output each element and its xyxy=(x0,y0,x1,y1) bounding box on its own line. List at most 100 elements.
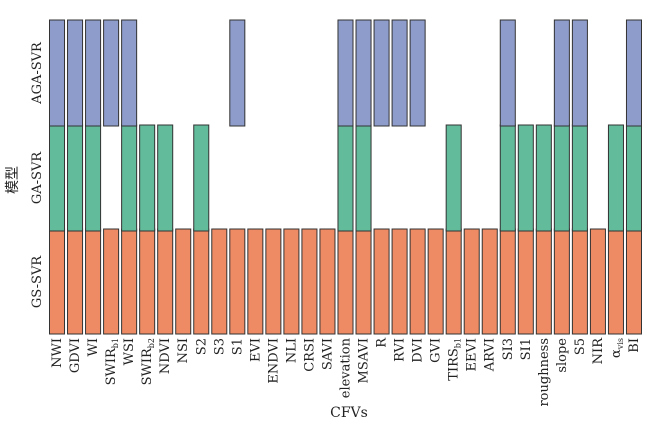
x-tick-label: S3 xyxy=(212,338,227,355)
bar-aga-svr-wsi xyxy=(121,19,138,127)
x-tick-label: SI3 xyxy=(501,338,516,360)
bar-aga-svr-r xyxy=(373,19,390,127)
x-tick-label: SWIRb2 xyxy=(140,338,156,385)
bar-gs-svr-ndvi xyxy=(157,228,174,335)
bar-aga-svr-s1 xyxy=(229,19,246,127)
x-tick-label: WI xyxy=(86,338,101,357)
bar-gs-svr-elevation xyxy=(337,228,354,335)
bar-gs-svr-tirsb1 xyxy=(445,228,462,335)
x-tick-label: EEVI xyxy=(465,338,480,372)
bar-ga-svr-si1 xyxy=(517,124,534,232)
bar-gs-svr-r xyxy=(373,228,390,335)
bar-gs-svr-evi xyxy=(247,228,264,335)
bar-ga-svr-swirb2 xyxy=(139,124,156,232)
bar-gs-svr-si1 xyxy=(517,228,534,335)
bar-gs-svr-arvi xyxy=(481,228,498,335)
y-model-label: AGA-SVR xyxy=(30,41,45,105)
bar-ga-svr-elevation xyxy=(337,124,354,232)
bar-gs-svr-s2 xyxy=(193,228,210,335)
bar-gs-svr-wsi xyxy=(121,228,138,335)
x-tick-label: elevation xyxy=(339,337,354,398)
x-axis-label: CFVs xyxy=(330,405,368,421)
x-tick-label: ENDVI xyxy=(266,338,281,384)
bar-gs-svr-roughness xyxy=(535,228,552,335)
y-axis-label: 模型 xyxy=(5,166,21,194)
bar-ga-svr-msavi xyxy=(355,124,372,232)
bar-ga-svr-bi xyxy=(625,124,642,232)
bar-gs-svr-rvi xyxy=(391,228,408,335)
bar-ga-svr-slope xyxy=(553,124,570,232)
x-tick-label: NWI xyxy=(50,338,65,368)
bar-aga-svr-nwi xyxy=(49,19,66,127)
bar-ga-svr-roughness xyxy=(535,124,552,232)
bar-aga-svr-rvi xyxy=(391,19,408,127)
x-tick-label: EVI xyxy=(248,338,263,362)
bars-group xyxy=(49,19,642,335)
bar-ga-svr-ndvi xyxy=(157,124,174,232)
bar-ga-svr-wsi xyxy=(121,124,138,232)
bar-aga-svr-gdvi xyxy=(67,19,84,127)
bar-gs-svr-endvi xyxy=(265,228,282,335)
x-tick-label: GDVI xyxy=(68,338,83,373)
x-tick-label: αvis xyxy=(609,338,625,358)
bar-gs-svr-nli xyxy=(283,228,300,335)
bar-gs-svr-bi xyxy=(625,228,642,335)
x-tick-label: slope xyxy=(555,338,570,373)
bar-aga-svr-dvi xyxy=(409,19,426,127)
x-tick-label: WSI xyxy=(122,338,137,365)
bar-ga-svr-si3 xyxy=(499,124,516,232)
bar-gs-svr-nir xyxy=(589,228,606,335)
bar-gs-svr-nwi xyxy=(49,228,66,335)
x-tick-label: R xyxy=(375,337,390,348)
x-tick-label: NDVI xyxy=(158,338,173,374)
x-tick-label: roughness xyxy=(537,338,552,407)
x-tick-label: DVI xyxy=(411,338,426,363)
y-model-label: GA-SVR xyxy=(30,151,45,204)
bar-ga-svr-s5 xyxy=(571,124,588,232)
x-tick-label: TIRSb1 xyxy=(447,338,463,381)
bar-ga-svr-gdvi xyxy=(67,124,84,232)
bar-ga-svr-vis xyxy=(607,124,624,232)
bar-gs-svr-crsi xyxy=(301,228,318,335)
bar-gs-svr-msavi xyxy=(355,228,372,335)
x-tick-label: NLI xyxy=(284,338,299,363)
bar-aga-svr-msavi xyxy=(355,19,372,127)
bar-gs-svr-gdvi xyxy=(67,228,84,335)
bar-gs-svr-savi xyxy=(319,228,336,335)
bar-gs-svr-swirb2 xyxy=(139,228,156,335)
y-model-labels: GS-SVR GA-SVR AGA-SVR xyxy=(30,41,45,308)
x-tick-label: S1 xyxy=(230,338,245,355)
bar-aga-svr-slope xyxy=(553,19,570,127)
bar-gs-svr-swirb1 xyxy=(103,228,120,335)
x-tick-label: GVI xyxy=(429,338,444,363)
x-tick-label: NSI xyxy=(176,338,191,363)
x-tick-label: SAVI xyxy=(320,338,335,370)
x-tick-label: SWIRb1 xyxy=(104,338,120,385)
bar-aga-svr-s5 xyxy=(571,19,588,127)
bar-aga-svr-wi xyxy=(85,19,102,127)
x-tick-label: NIR xyxy=(591,337,606,365)
bar-ga-svr-s2 xyxy=(193,124,210,232)
x-tick-label: SI1 xyxy=(519,338,534,360)
bar-gs-svr-slope xyxy=(553,228,570,335)
x-tick-label: BI xyxy=(627,338,642,353)
bar-gs-svr-vis xyxy=(607,228,624,335)
x-tick-label: MSAVI xyxy=(357,338,372,383)
bar-gs-svr-si3 xyxy=(499,228,516,335)
bar-ga-svr-nwi xyxy=(49,124,66,232)
bar-gs-svr-gvi xyxy=(427,228,444,335)
bar-gs-svr-wi xyxy=(85,228,102,335)
x-tick-label: S2 xyxy=(194,338,209,355)
bar-gs-svr-s1 xyxy=(229,228,246,335)
bar-gs-svr-nsi xyxy=(175,228,192,335)
y-model-label: GS-SVR xyxy=(30,255,45,308)
bar-aga-svr-si3 xyxy=(499,19,516,127)
x-tick-label: RVI xyxy=(393,338,408,362)
bar-gs-svr-eevi xyxy=(463,228,480,335)
x-tick-label: ARVI xyxy=(483,338,498,372)
bar-aga-svr-swirb1 xyxy=(103,19,120,127)
bar-gs-svr-s5 xyxy=(571,228,588,335)
bar-ga-svr-tirsb1 xyxy=(445,124,462,232)
